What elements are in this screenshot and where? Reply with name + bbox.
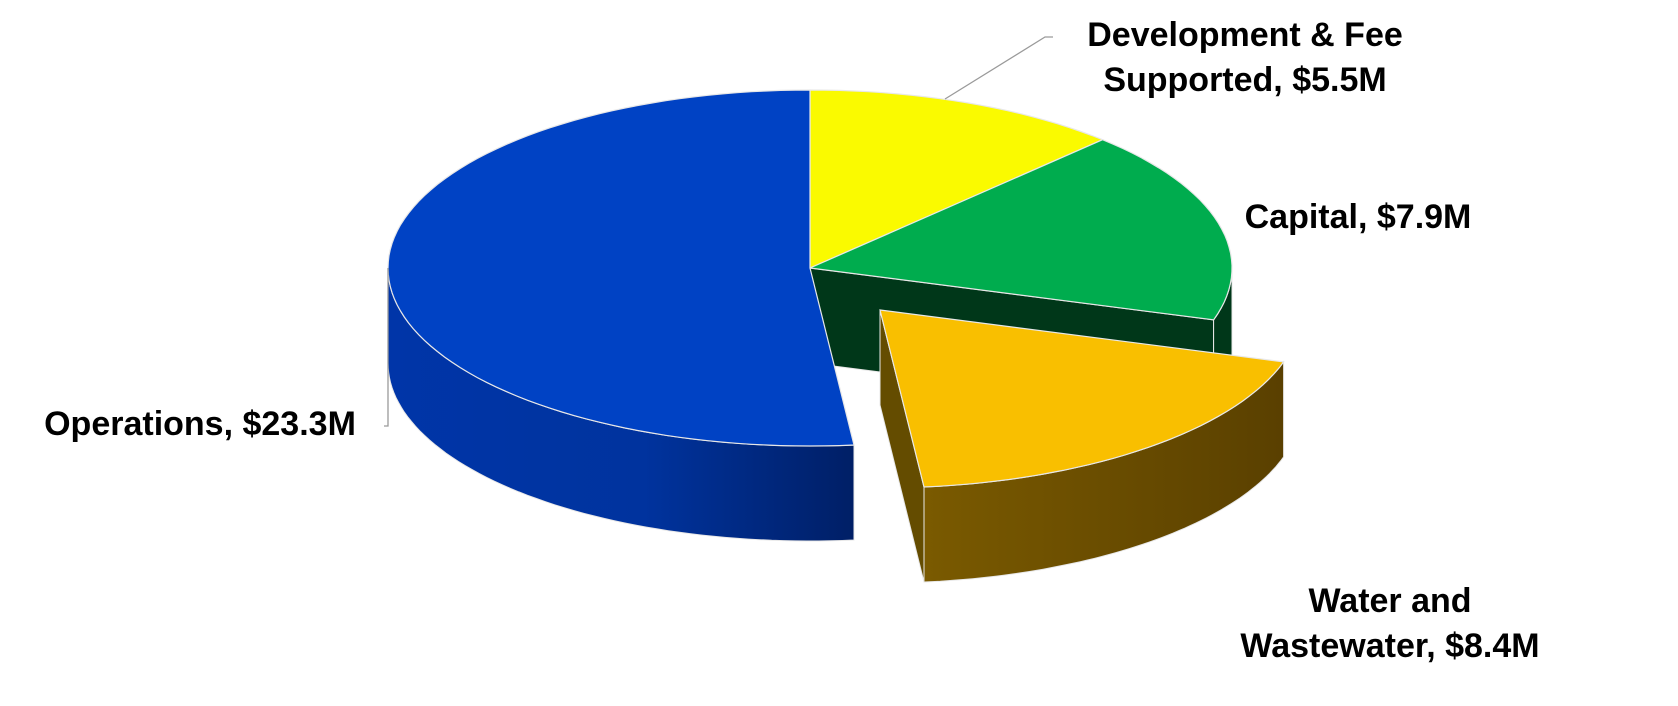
- data-label-development-fee-supported-line-1: Development & Fee: [1087, 16, 1403, 54]
- data-label-water-and-wastewater-line-2: Wastewater, $8.4M: [1240, 627, 1539, 665]
- data-label-development-fee-supported-line-2: Supported, $5.5M: [1103, 61, 1386, 99]
- data-label-water-and-wastewater-line-1: Water and: [1308, 582, 1471, 620]
- data-label-capital: Capital, $7.9M: [1245, 198, 1472, 236]
- slice-development-fee-supported: [809, 89, 1105, 269]
- slice-capital: [807, 139, 1233, 321]
- leader-line-operations: [384, 268, 389, 427]
- data-label-operations: Operations, $23.3M: [44, 405, 356, 443]
- leader-line-development-fee-supported: [944, 36, 1053, 100]
- slice-water-and-wastewater: [879, 309, 1285, 488]
